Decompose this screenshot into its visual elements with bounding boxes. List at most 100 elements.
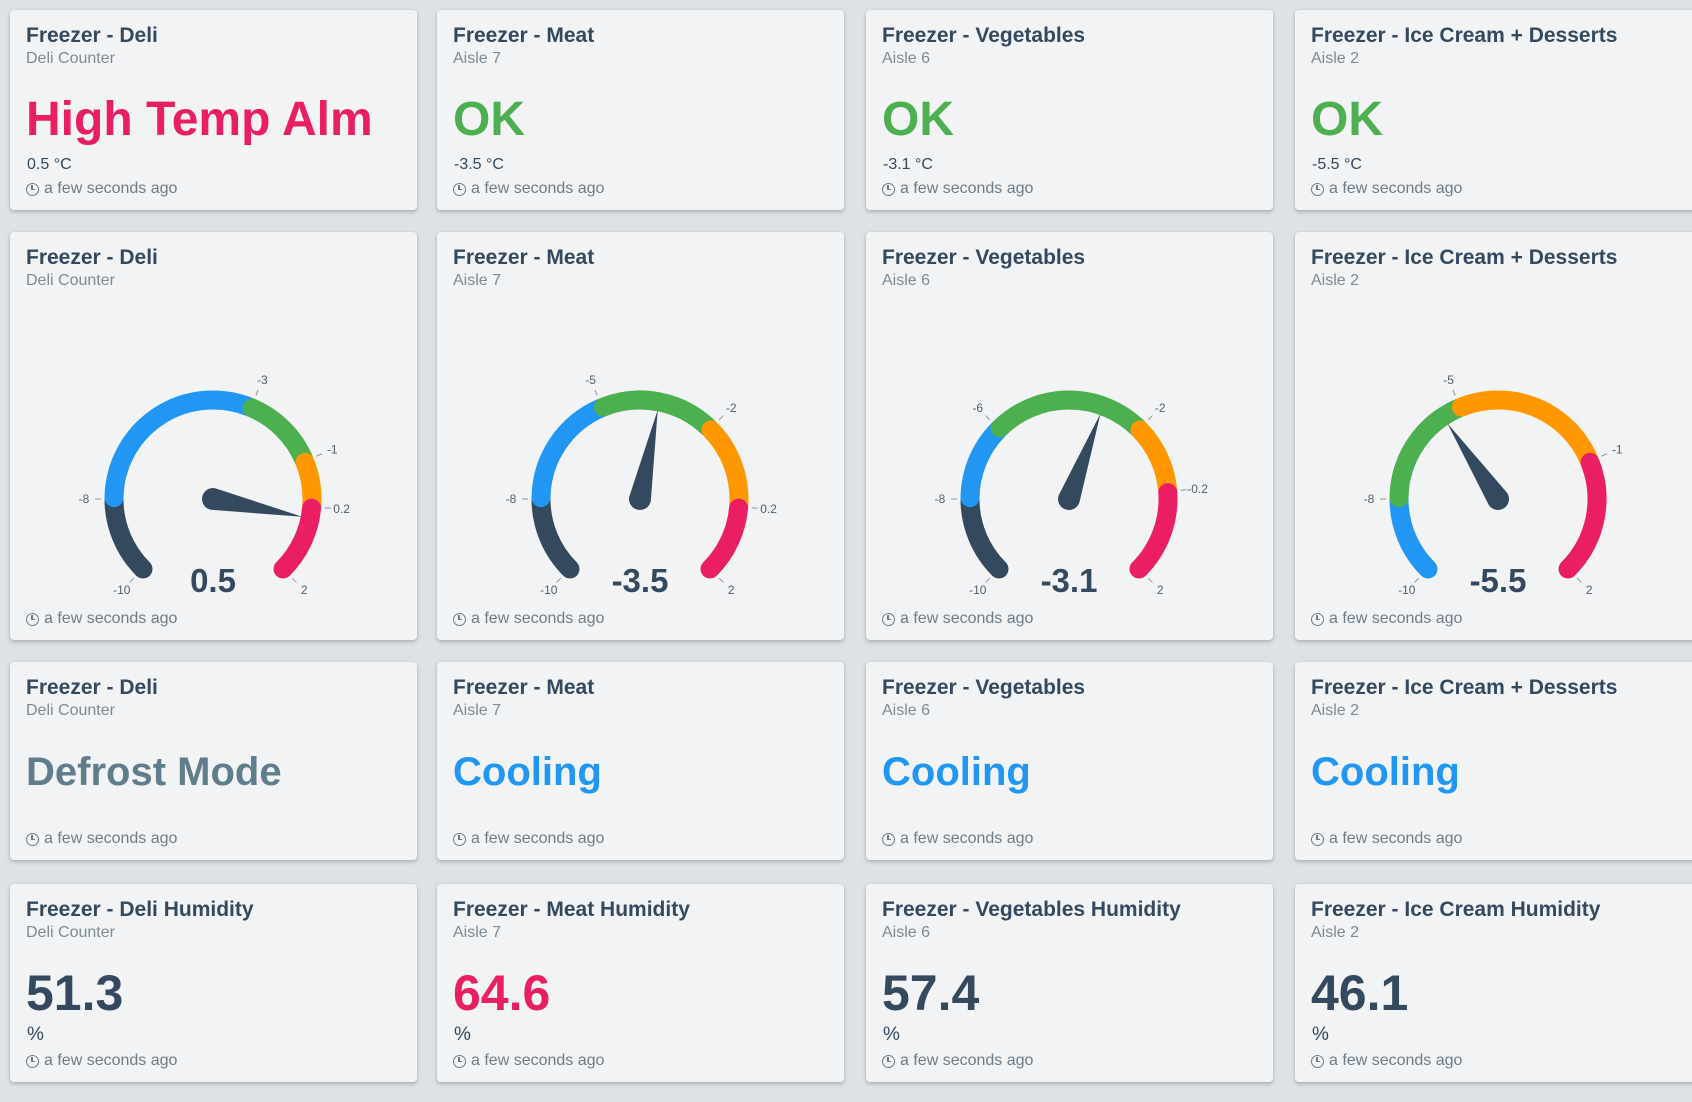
- gauge-tick: [1576, 577, 1582, 583]
- gauge-segment: [990, 390, 1148, 438]
- gauge-tick: [718, 415, 724, 421]
- clock-icon: [453, 832, 466, 846]
- timestamp: a few seconds ago: [900, 830, 1034, 847]
- card-footer: a few seconds ago: [26, 610, 177, 628]
- gauge-tick: [316, 453, 323, 457]
- clock-icon: [26, 612, 39, 626]
- gauge-tick: [255, 389, 259, 396]
- card-footer: a few seconds ago: [453, 180, 604, 198]
- humidity-card-ice-cream[interactable]: Freezer - Ice Cream Humidity Aisle 2 46.…: [1295, 884, 1692, 1082]
- gauge-segment: [1389, 398, 1469, 508]
- mode-card-deli[interactable]: Freezer - Deli Deli Counter Defrost Mode…: [10, 662, 417, 860]
- card-subtitle: Aisle 7: [453, 272, 502, 289]
- gauge-card-ice-cream[interactable]: Freezer - Ice Cream + Desserts Aisle 2 -…: [1295, 232, 1692, 640]
- temperature-gauge: -10-8-6-2-0.22-3.1°C: [935, 390, 1208, 599]
- gauge-tick-label: 2: [301, 583, 308, 597]
- card-title: Freezer - Deli: [26, 676, 158, 699]
- gauge-tick-label: -10: [969, 583, 987, 597]
- gauge-tick-label: -3: [257, 373, 268, 387]
- gauge-tick: [594, 389, 598, 396]
- timestamp: a few seconds ago: [44, 1052, 178, 1069]
- card-title: Freezer - Deli Humidity: [26, 898, 254, 921]
- temperature-gauge: -10-8-5-20.22-3.5°C: [506, 373, 778, 599]
- card-title: Freezer - Meat: [453, 24, 595, 47]
- humidity-value: 51.3: [26, 965, 124, 1021]
- card-subtitle: Aisle 2: [1311, 924, 1360, 941]
- gauge-card-deli[interactable]: Freezer - Deli Deli Counter -10 -8 -3 -1 0.2…: [10, 232, 417, 640]
- gauge-tick-label: -8: [1364, 492, 1375, 506]
- card-subtitle: Aisle 6: [882, 272, 931, 289]
- gauge-tick-label: -2: [1155, 401, 1166, 415]
- humidity-value: 46.1: [1311, 965, 1409, 1021]
- gauge-tick-label: -8: [79, 492, 90, 506]
- mode-card-meat[interactable]: Freezer - Meat Aisle 7 Cooling a few sec…: [437, 662, 844, 860]
- status-text: OK: [453, 93, 525, 146]
- gauge-tick-label: 2: [1157, 583, 1164, 597]
- gauge-segment: [593, 390, 719, 438]
- gauge-segment: [1129, 483, 1178, 579]
- clock-icon: [1311, 832, 1324, 846]
- card-footer: a few seconds ago: [26, 180, 177, 198]
- status-card-meat[interactable]: Freezer - Meat Aisle 7 OK -3.5 °C a few …: [437, 10, 844, 210]
- card-title: Freezer - Deli: [26, 24, 158, 47]
- gauge-tick: [718, 577, 724, 583]
- status-text: OK: [1311, 93, 1383, 146]
- clock-icon: [1311, 1054, 1324, 1068]
- gauge-value: -5.5: [1470, 562, 1527, 599]
- card-footer: a few seconds ago: [453, 610, 604, 628]
- humidity-card-vegetables[interactable]: Freezer - Vegetables Humidity Aisle 6 57…: [866, 884, 1273, 1082]
- card-subtitle: Deli Counter: [26, 924, 115, 941]
- temperature-reading: -3.1 °C: [883, 156, 933, 173]
- gauge-segment: [960, 490, 1009, 579]
- gauge-segment: [531, 490, 580, 579]
- gauge-segment: [700, 498, 749, 579]
- clock-icon: [26, 832, 39, 846]
- mode-text: Cooling: [1311, 750, 1460, 794]
- card-title: Freezer - Vegetables: [882, 24, 1086, 47]
- humidity-card-deli[interactable]: Freezer - Deli Humidity Deli Counter 51.…: [10, 884, 417, 1082]
- timestamp: a few seconds ago: [1329, 180, 1463, 197]
- card-footer: a few seconds ago: [1311, 610, 1462, 628]
- gauge-segment: [701, 420, 749, 515]
- clock-icon: [453, 612, 466, 626]
- card-title: Freezer - Ice Cream + Desserts: [1311, 676, 1618, 699]
- gauge-tick-label: -10: [540, 583, 558, 597]
- humidity-card-meat[interactable]: Freezer - Meat Humidity Aisle 7 64.6 % a…: [437, 884, 844, 1082]
- status-card-deli[interactable]: Freezer - Deli Deli Counter High Temp Al…: [10, 10, 417, 210]
- mode-card-vegetables[interactable]: Freezer - Vegetables Aisle 6 Cooling a f…: [866, 662, 1273, 860]
- gauge-segment: [960, 420, 1008, 508]
- clock-icon: [453, 182, 466, 196]
- status-card-ice-cream[interactable]: Freezer - Ice Cream + Desserts Aisle 2 O…: [1295, 10, 1692, 210]
- gauge-tick-label: -2: [726, 401, 737, 415]
- timestamp: a few seconds ago: [471, 1052, 605, 1069]
- timestamp: a few seconds ago: [44, 610, 178, 627]
- mode-card-ice-cream[interactable]: Freezer - Ice Cream + Desserts Aisle 2 C…: [1295, 662, 1692, 860]
- gauge-card-meat[interactable]: Freezer - Meat Aisle 7 -10 -8 -5 -2 0.2 2 -3.5…: [437, 232, 844, 640]
- mode-text: Cooling: [882, 750, 1031, 794]
- temperature-gauge: -10-8-3-10.220.5°C: [79, 373, 351, 599]
- gauge-segment: [273, 498, 322, 579]
- status-text: High Temp Alm: [26, 93, 373, 146]
- gauge-value: 0.5: [190, 562, 236, 599]
- timestamp: a few seconds ago: [1329, 1052, 1463, 1069]
- card-footer: a few seconds ago: [26, 1052, 177, 1070]
- card-title: Freezer - Ice Cream + Desserts: [1311, 24, 1618, 47]
- clock-icon: [26, 1054, 39, 1068]
- card-title: Freezer - Meat Humidity: [453, 898, 690, 921]
- gauge-tick-label: -0.2: [1187, 482, 1208, 496]
- gauge-tick: [129, 577, 135, 583]
- mode-text: Defrost Mode: [26, 750, 282, 794]
- clock-icon: [26, 182, 39, 196]
- gauge-segment: [531, 398, 611, 508]
- card-footer: a few seconds ago: [26, 830, 177, 848]
- card-footer: a few seconds ago: [882, 610, 1033, 628]
- status-card-vegetables[interactable]: Freezer - Vegetables Aisle 6 OK -3.1 °C …: [866, 10, 1273, 210]
- timestamp: a few seconds ago: [44, 180, 178, 197]
- gauge-segment: [1558, 452, 1607, 579]
- gauge-card-vegetables[interactable]: Freezer - Vegetables Aisle 6 -10 -8 -6 -2 -0…: [866, 232, 1273, 640]
- gauge-tick-label: 0.2: [333, 502, 350, 516]
- card-footer: a few seconds ago: [1311, 1052, 1462, 1070]
- gauge-tick-label: -10: [1398, 583, 1416, 597]
- gauge-segment: [1451, 390, 1599, 470]
- card-footer: a few seconds ago: [1311, 830, 1462, 848]
